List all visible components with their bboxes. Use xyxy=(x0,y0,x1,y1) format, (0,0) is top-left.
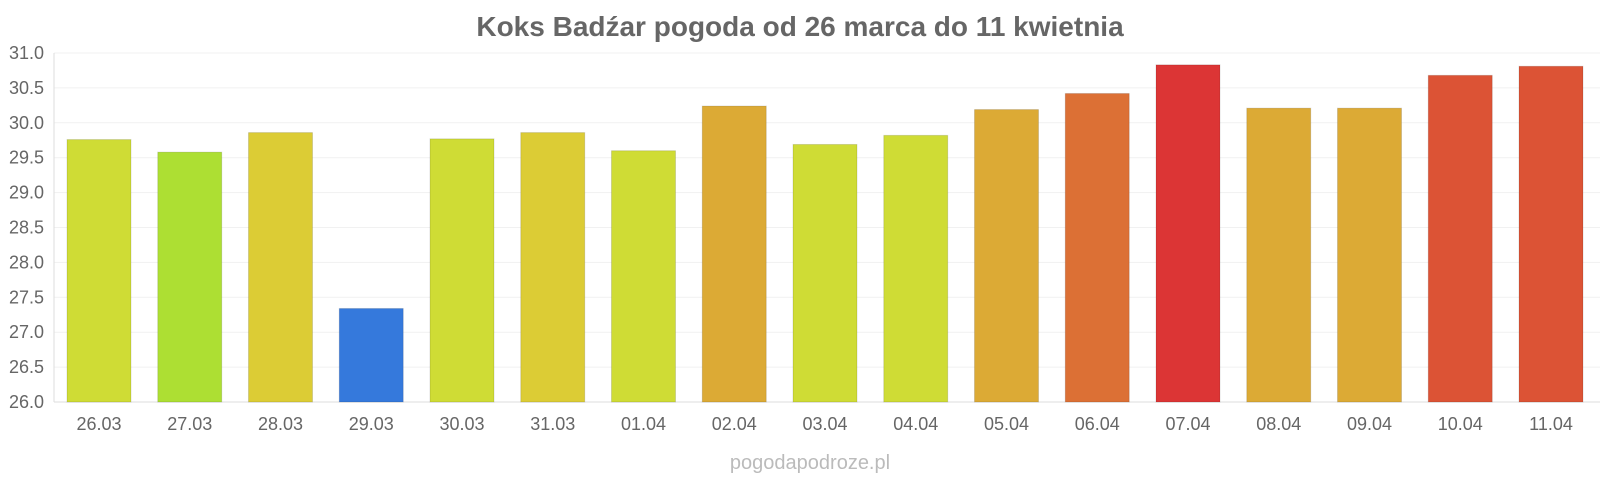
y-tick-label: 30.0 xyxy=(9,113,44,133)
y-tick-label: 30.5 xyxy=(9,78,44,98)
y-tick-label: 29.0 xyxy=(9,183,44,203)
x-tick-label: 05.04 xyxy=(984,414,1029,434)
watermark: pogodapodroze.pl xyxy=(730,452,890,474)
x-tick-label: 02.04 xyxy=(712,414,757,434)
bar-07.04 xyxy=(1155,64,1221,403)
x-tick-label: 28.03 xyxy=(258,414,303,434)
x-tick-label: 27.03 xyxy=(167,414,212,434)
x-tick-label: 03.04 xyxy=(802,414,847,434)
chart-title: Koks Badźar pogoda od 26 marca do 11 kwi… xyxy=(476,11,1124,42)
bar-29.03 xyxy=(338,307,404,403)
y-tick-label: 28.5 xyxy=(9,218,44,238)
x-tick-label: 08.04 xyxy=(1256,414,1301,434)
y-tick-label: 26.0 xyxy=(9,392,44,412)
y-tick-label: 26.5 xyxy=(9,357,44,377)
bar-02.04 xyxy=(701,105,767,403)
x-tick-label: 11.04 xyxy=(1529,414,1573,434)
x-tick-labels: 26.03 27.03 28.03 29.03 30.03 31.03 01.04 02.04… xyxy=(76,414,1572,434)
bar-26.03 xyxy=(66,139,132,403)
bar-03.04 xyxy=(792,143,858,403)
bar-08.04 xyxy=(1246,107,1312,403)
x-tick-label: 31.03 xyxy=(530,414,575,434)
bar-05.04 xyxy=(974,109,1039,403)
y-tick-label: 31.0 xyxy=(9,43,44,63)
x-tick-label: 07.04 xyxy=(1165,414,1210,434)
x-tick-label: 10.04 xyxy=(1438,414,1483,434)
bar-04.04 xyxy=(883,134,949,403)
y-tick-label: 28.0 xyxy=(9,252,44,272)
x-tick-label: 01.04 xyxy=(621,414,666,434)
y-tick-label: 27.5 xyxy=(9,287,44,307)
x-tick-label: 30.03 xyxy=(439,414,484,434)
bar-27.03 xyxy=(157,151,223,403)
bars xyxy=(66,64,1584,403)
bar-30.03 xyxy=(429,138,495,403)
x-tick-label: 26.03 xyxy=(76,414,121,434)
y-tick-label: 27.0 xyxy=(9,322,44,342)
x-tick-label: 04.04 xyxy=(893,414,938,434)
bar-31.03 xyxy=(520,132,586,403)
x-tick-label: 06.04 xyxy=(1075,414,1120,434)
bar-09.04 xyxy=(1337,107,1402,403)
y-tick-label: 29.5 xyxy=(9,148,44,168)
x-tick-label: 29.03 xyxy=(349,414,394,434)
x-tick-label: 09.04 xyxy=(1347,414,1392,434)
bar-28.03 xyxy=(248,132,313,403)
y-tick-labels: 26.0 26.5 27.0 27.5 28.0 28.5 29.0 29.5 30.0 30.5… xyxy=(9,43,44,412)
bar-01.04 xyxy=(611,150,676,403)
bar-06.04 xyxy=(1064,92,1130,403)
bar-11.04 xyxy=(1518,65,1584,403)
bar-10.04 xyxy=(1427,74,1493,403)
